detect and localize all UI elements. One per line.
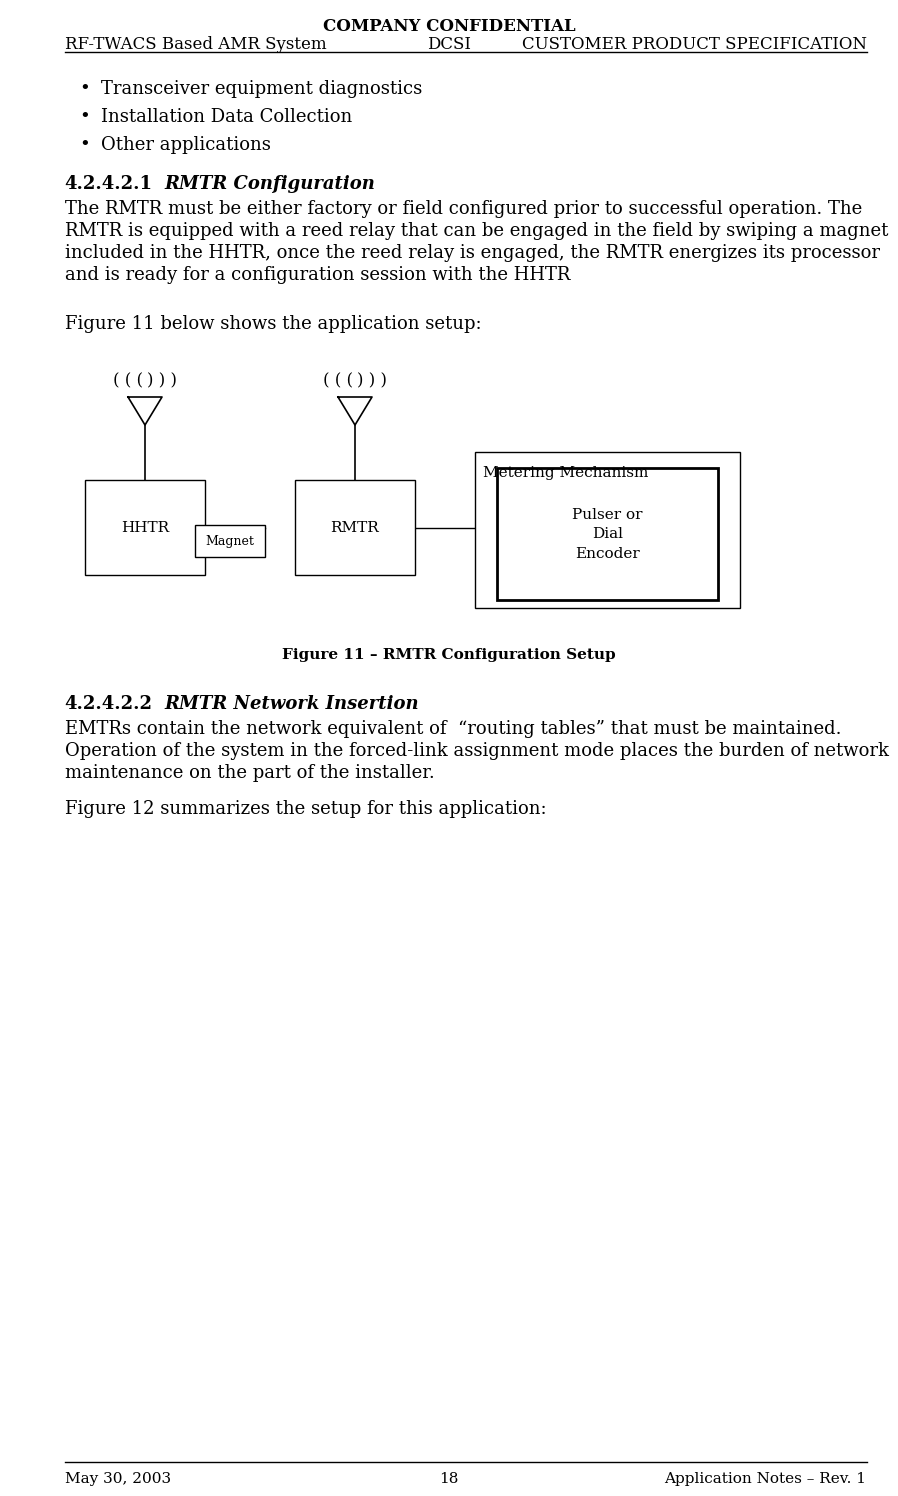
Text: Installation Data Collection: Installation Data Collection (101, 108, 352, 126)
Text: Operation of the system in the forced-link assignment mode places the burden of : Operation of the system in the forced-li… (65, 742, 889, 760)
Text: DCSI: DCSI (427, 36, 471, 52)
Text: RMTR: RMTR (330, 521, 379, 534)
Text: RMTR Network Insertion: RMTR Network Insertion (164, 696, 419, 714)
FancyBboxPatch shape (497, 468, 718, 600)
Text: Transceiver equipment diagnostics: Transceiver equipment diagnostics (101, 79, 422, 99)
Text: Magnet: Magnet (206, 534, 254, 548)
FancyBboxPatch shape (475, 452, 740, 607)
Text: Metering Mechanism: Metering Mechanism (483, 465, 648, 480)
FancyBboxPatch shape (85, 480, 205, 574)
Text: ( ( (: ( ( ( (113, 373, 143, 389)
Text: 4.2.4.2.2: 4.2.4.2.2 (65, 696, 153, 714)
Text: •: • (79, 79, 90, 99)
Text: CUSTOMER PRODUCT SPECIFICATION: CUSTOMER PRODUCT SPECIFICATION (522, 36, 867, 52)
FancyBboxPatch shape (195, 525, 265, 557)
Text: RMTR is equipped with a reed relay that can be engaged in the field by swiping a: RMTR is equipped with a reed relay that … (65, 221, 888, 239)
Text: and is ready for a configuration session with the HHTR: and is ready for a configuration session… (65, 266, 570, 284)
Text: May 30, 2003: May 30, 2003 (65, 1472, 171, 1486)
Text: ) ) ): ) ) ) (147, 373, 177, 389)
FancyBboxPatch shape (295, 480, 415, 574)
Text: ) ) ): ) ) ) (357, 373, 387, 389)
Text: Figure 11 – RMTR Configuration Setup: Figure 11 – RMTR Configuration Setup (282, 648, 616, 663)
Text: Figure 11 below shows the application setup:: Figure 11 below shows the application se… (65, 316, 481, 334)
Text: included in the HHTR, once the reed relay is engaged, the RMTR energizes its pro: included in the HHTR, once the reed rela… (65, 244, 880, 262)
Text: 4.2.4.2.1: 4.2.4.2.1 (65, 175, 153, 193)
Text: Other applications: Other applications (101, 136, 270, 154)
Text: 18: 18 (439, 1472, 459, 1486)
Text: Figure 12 summarizes the setup for this application:: Figure 12 summarizes the setup for this … (65, 800, 546, 818)
Text: COMPANY CONFIDENTIAL: COMPANY CONFIDENTIAL (322, 18, 576, 34)
Text: •: • (79, 136, 90, 154)
Text: HHTR: HHTR (121, 521, 169, 534)
Text: ( ( (: ( ( ( (323, 373, 353, 389)
Text: maintenance on the part of the installer.: maintenance on the part of the installer… (65, 764, 435, 782)
Text: Application Notes – Rev. 1: Application Notes – Rev. 1 (665, 1472, 867, 1486)
Text: EMTRs contain the network equivalent of  “routing tables” that must be maintaine: EMTRs contain the network equivalent of … (65, 720, 841, 738)
Text: The RMTR must be either factory or field configured prior to successful operatio: The RMTR must be either factory or field… (65, 200, 862, 218)
Text: RF-TWACS Based AMR System: RF-TWACS Based AMR System (65, 36, 326, 52)
Text: Pulser or
Dial
Encoder: Pulser or Dial Encoder (572, 507, 643, 561)
Text: RMTR Configuration: RMTR Configuration (164, 175, 375, 193)
Text: •: • (79, 108, 90, 126)
